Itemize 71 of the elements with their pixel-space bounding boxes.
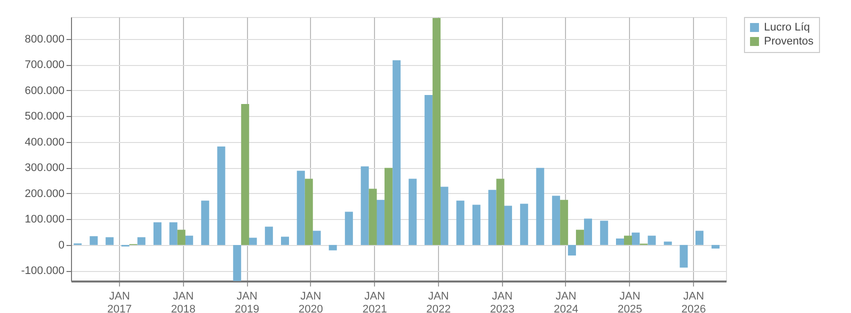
bar — [456, 200, 464, 245]
bar — [360, 166, 369, 245]
y-tick-label: 400.000 — [24, 136, 64, 148]
y-tick-label: -100.000 — [21, 265, 64, 278]
bar — [424, 95, 433, 245]
bar — [264, 226, 273, 245]
bar — [217, 146, 226, 245]
bar — [233, 244, 242, 281]
bar — [664, 242, 672, 245]
bar — [328, 244, 337, 250]
bar — [392, 60, 401, 245]
bar — [584, 218, 592, 245]
bar — [632, 232, 640, 245]
y-tick-label: 500.000 — [24, 110, 64, 123]
y-tick-label: 800.000 — [24, 33, 64, 46]
x-tick-label: JAN 2025 — [618, 290, 642, 313]
bar — [137, 237, 146, 245]
bar — [712, 244, 720, 249]
legend-label: Lucro Líq — [764, 22, 810, 34]
bar — [624, 236, 632, 245]
y-tick-label: 100.000 — [24, 214, 64, 226]
bar — [304, 178, 313, 245]
bar — [536, 168, 544, 245]
bar — [248, 238, 257, 245]
bar — [201, 200, 210, 245]
bar — [680, 244, 688, 268]
bar — [568, 244, 576, 256]
bar — [600, 220, 608, 245]
x-tick-label: JAN 2023 — [490, 290, 514, 313]
bar — [408, 178, 417, 245]
y-tick-label: 600.000 — [24, 84, 64, 97]
bar — [560, 200, 568, 245]
bar — [488, 190, 496, 245]
bar — [384, 168, 393, 245]
bar — [376, 200, 385, 245]
bar — [280, 236, 289, 245]
x-tick-label: JAN 2026 — [681, 290, 706, 313]
y-tick-label: 700.000 — [24, 59, 64, 72]
bar — [552, 196, 560, 245]
x-tick-label: JAN 2024 — [554, 290, 578, 313]
y-tick-label: 200.000 — [24, 188, 64, 200]
bar — [504, 206, 512, 245]
y-tick-label: 300.000 — [24, 162, 64, 174]
bar — [296, 170, 305, 245]
bar — [153, 222, 162, 245]
bar — [616, 238, 624, 245]
bar — [432, 18, 441, 245]
bar — [177, 230, 186, 245]
bar — [648, 236, 656, 245]
bar — [90, 236, 98, 245]
bar — [496, 178, 504, 245]
bar — [241, 104, 250, 245]
x-tick-label: JAN 2019 — [234, 290, 260, 313]
bar — [185, 236, 194, 245]
x-tick-label: JAN 2021 — [362, 290, 387, 313]
legend-label: Proventos — [764, 36, 814, 48]
x-tick-label: JAN 2022 — [426, 290, 451, 313]
bar — [520, 204, 528, 245]
x-tick-label: JAN 2017 — [107, 290, 132, 313]
x-tick-label: JAN 2018 — [171, 290, 196, 313]
bar — [576, 230, 584, 245]
bar — [368, 188, 377, 245]
y-tick-label: 0 — [58, 239, 64, 252]
bar — [169, 222, 178, 245]
x-tick-label: JAN 2020 — [298, 290, 324, 313]
bar — [344, 212, 353, 245]
bar — [312, 230, 321, 245]
bar — [472, 204, 480, 245]
bar — [695, 230, 704, 245]
bar — [440, 186, 448, 245]
bar — [106, 237, 114, 245]
